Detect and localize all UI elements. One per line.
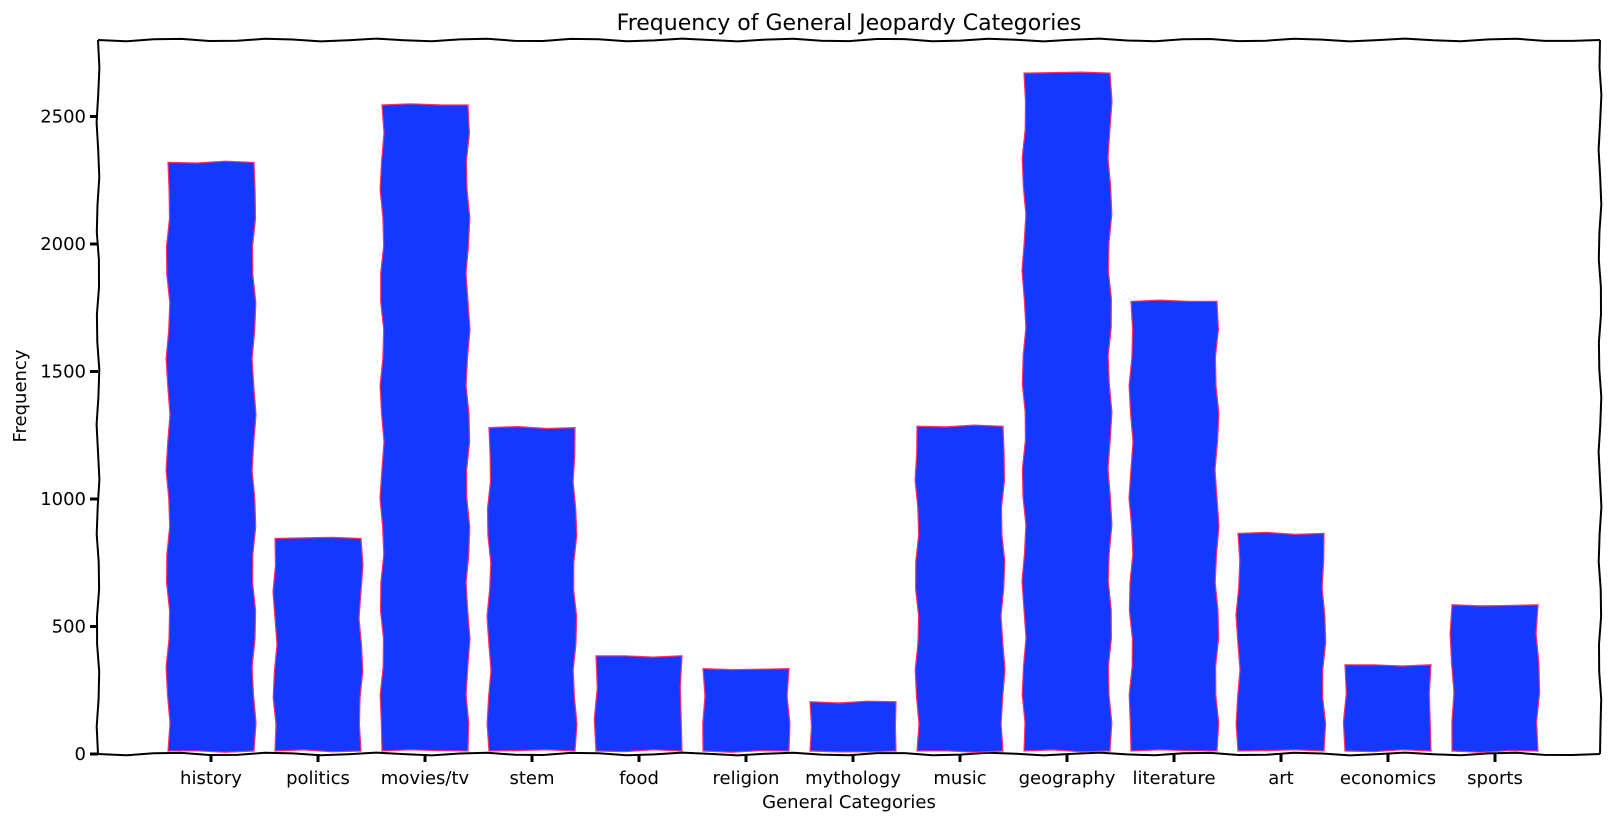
bar-music: [914, 424, 1006, 753]
x-tick-label: history: [180, 768, 242, 789]
y-axis-label: Frequency: [10, 349, 31, 442]
x-axis-ticks: history politics movies/tv stem food religion…: [180, 754, 1523, 789]
x-tick-label: food: [619, 768, 659, 789]
x-tick-label: music: [933, 768, 986, 789]
y-tick-label: 0: [75, 744, 86, 765]
x-tick-label: geography: [1019, 768, 1116, 789]
bar-mythology: [809, 700, 897, 753]
chart-title: Frequency of General Jeopardy Categories: [617, 11, 1082, 36]
x-tick-label: movies/tv: [381, 768, 470, 789]
bar-food: [593, 655, 683, 753]
y-tick-label: 1000: [40, 489, 86, 510]
x-tick-label: literature: [1132, 768, 1215, 789]
y-tick-label: 2000: [40, 234, 86, 255]
bar-stem: [486, 425, 578, 752]
x-tick-label: economics: [1340, 768, 1436, 789]
bar-movies-tv: [379, 103, 471, 752]
bars-group: [165, 71, 1541, 753]
plot-frame: [95, 37, 1603, 757]
bar-economics: [1342, 664, 1432, 753]
bar-history: [165, 160, 257, 753]
x-tick-label: sports: [1467, 768, 1523, 789]
x-tick-label: mythology: [805, 768, 901, 789]
bar-politics: [272, 536, 364, 753]
y-axis-ticks: 0 500 1000 1500 2000 2500: [40, 107, 98, 765]
y-tick-label: 2500: [40, 107, 86, 128]
bar-geography: [1021, 71, 1113, 753]
x-tick-label: religion: [713, 768, 780, 789]
bar-religion: [702, 667, 791, 753]
x-tick-label: politics: [286, 768, 350, 789]
x-tick-label: stem: [509, 768, 554, 789]
bar-art: [1235, 531, 1327, 752]
bar-sports: [1449, 604, 1541, 753]
x-axis-label: General Categories: [762, 792, 936, 813]
x-tick-label: art: [1268, 768, 1294, 789]
bar-literature: [1128, 299, 1220, 752]
y-tick-label: 500: [52, 617, 86, 638]
y-tick-label: 1500: [40, 362, 86, 383]
